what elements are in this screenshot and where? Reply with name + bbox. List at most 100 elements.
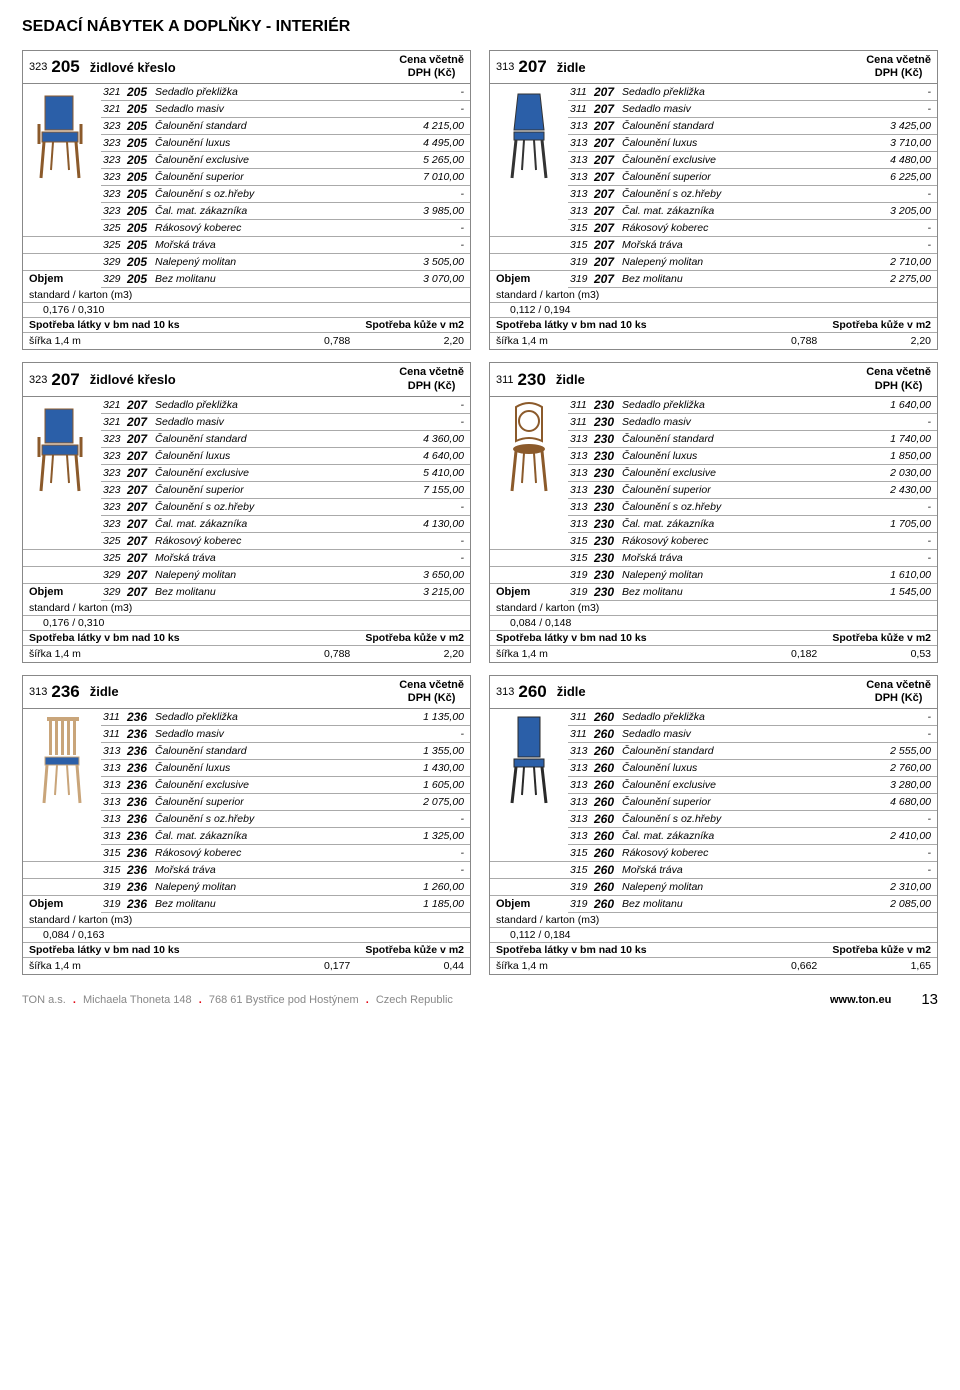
product-code-main: 207 [51,370,79,390]
product-code-prefix: 323 [29,61,47,73]
row-code1: 313 [570,120,594,132]
fabric-consumption-label: Spotřeba látky v bm nad 10 ks [496,319,832,331]
row-code1: 315 [570,847,594,859]
product-image [490,397,568,533]
row-code1: 313 [570,205,594,217]
row-code2: 260 [594,897,622,911]
table-row: 319 230 Nalepený molitan 1 610,00 [490,567,937,584]
row-price: - [400,847,464,859]
row-code2: 207 [594,136,622,150]
table-row: 319 207 Bez molitanu 2 275,00 [568,271,937,288]
row-price: 1 740,00 [867,433,931,445]
product-body: 311 236 Sedadlo překližka 1 135,00 311 2… [23,709,470,845]
leather-value: 2,20 [404,648,464,660]
row-code2: 207 [594,85,622,99]
standard-karton-label: standard / karton (m3) [490,601,937,616]
table-row: 313 230 Čalounění standard 1 740,00 [568,431,937,448]
row-desc: Čalounění luxus [622,762,867,774]
row-price: 5 265,00 [400,154,464,166]
row-code2: 236 [127,863,155,877]
row-price: - [867,188,931,200]
table-row: 311 230 Sedadlo překližka 1 640,00 [568,397,937,414]
product-card: 313 207 židle Cena včetně DPH (Kč) 311 2… [489,50,938,350]
row-code1: 323 [103,205,127,217]
row-desc: Čalounění exclusive [155,779,400,791]
row-code1: 313 [103,762,127,774]
row-code1: 323 [103,450,127,462]
table-row: 311 207 Sedadlo masiv - [568,101,937,118]
row-price: 3 505,00 [400,256,464,268]
page-title: SEDACÍ NÁBYTEK A DOPLŇKY - INTERIÉR [22,18,938,36]
row-desc: Čalounění exclusive [622,779,867,791]
row-desc: Bez molitanu [155,898,400,910]
row-desc: Sedadlo masiv [622,103,867,115]
table-row: 313 260 Čalounění luxus 2 760,00 [568,760,937,777]
row-price: 2 760,00 [867,762,931,774]
row-price: 3 985,00 [400,205,464,217]
row-code1: 321 [103,416,127,428]
product-code-prefix: 323 [29,374,47,386]
row-price: - [867,535,931,547]
row-desc: Rákosový koberec [622,222,867,234]
row-price: 1 430,00 [400,762,464,774]
row-price: 1 135,00 [400,711,464,723]
table-row: 313 260 Čalounění s oz.hřeby - [568,811,937,828]
row-code1: 319 [570,569,594,581]
product-header: 313 260 židle Cena včetně DPH (Kč) [490,676,937,709]
row-code1: 319 [103,898,127,910]
row-price: 4 480,00 [867,154,931,166]
fabric-consumption-label: Spotřeba látky v bm nad 10 ks [496,632,832,644]
row-price: - [867,864,931,876]
leather-value: 1,65 [871,960,931,972]
row-desc: Čalounění standard [622,745,867,757]
standard-karton-label: standard / karton (m3) [23,288,470,303]
row-price: 2 275,00 [867,273,931,285]
volume-value: 0,112 / 0,194 [490,303,937,318]
row-code1: 329 [103,586,127,598]
row-code1: 315 [570,535,594,547]
row-desc: Čalounění standard [155,433,400,445]
row-price: - [400,239,464,251]
table-row: 325 205 Rákosový koberec - [23,220,470,237]
row-code2: 205 [127,85,155,99]
row-code1: 329 [103,256,127,268]
row-code1: 313 [103,813,127,825]
fabric-value: 0,662 [791,960,871,972]
row-price: 1 325,00 [400,830,464,842]
volume-value: 0,176 / 0,310 [23,303,470,318]
product-code-prefix: 313 [496,686,514,698]
row-code1: 329 [103,273,127,285]
product-name: židlové křeslo [90,60,399,75]
row-code1: 319 [570,256,594,268]
row-code2: 236 [127,829,155,843]
table-row: 311 230 Sedadlo masiv - [568,414,937,431]
table-row: 311 260 Sedadlo masiv - [568,726,937,743]
row-code1: 311 [570,399,594,411]
row-desc: Sedadlo masiv [155,416,400,428]
row-code1: 315 [570,239,594,251]
consumption-header: Spotřeba látky v bm nad 10 ks Spotřeba k… [490,943,937,958]
row-desc: Čalounění superior [155,484,400,496]
row-code2: 207 [127,483,155,497]
row-desc: Sedadlo překližka [622,399,867,411]
row-price: 2 075,00 [400,796,464,808]
consumption-values: šířka 1,4 m 0,662 1,65 [490,958,937,974]
table-row: 313 230 Čal. mat. zákazníka 1 705,00 [568,516,937,533]
row-code1: 313 [103,796,127,808]
row-code1: 323 [103,120,127,132]
leather-consumption-label: Spotřeba kůže v m2 [365,944,464,956]
table-row: 313 207 Čalounění standard 3 425,00 [568,118,937,135]
row-code2: 207 [127,500,155,514]
consumption-header: Spotřeba látky v bm nad 10 ks Spotřeba k… [490,631,937,646]
fabric-value: 0,177 [324,960,404,972]
row-code2: 205 [127,204,155,218]
table-row: 329 205 Nalepený molitan 3 505,00 [23,254,470,271]
row-desc: Nalepený molitan [622,256,867,268]
row-price: 5 410,00 [400,467,464,479]
product-image [490,709,568,845]
row-code1: 313 [570,467,594,479]
row-code2: 260 [594,727,622,741]
table-row: 313 236 Čalounění s oz.hřeby - [101,811,470,828]
row-price: 3 205,00 [867,205,931,217]
row-code2: 260 [594,846,622,860]
